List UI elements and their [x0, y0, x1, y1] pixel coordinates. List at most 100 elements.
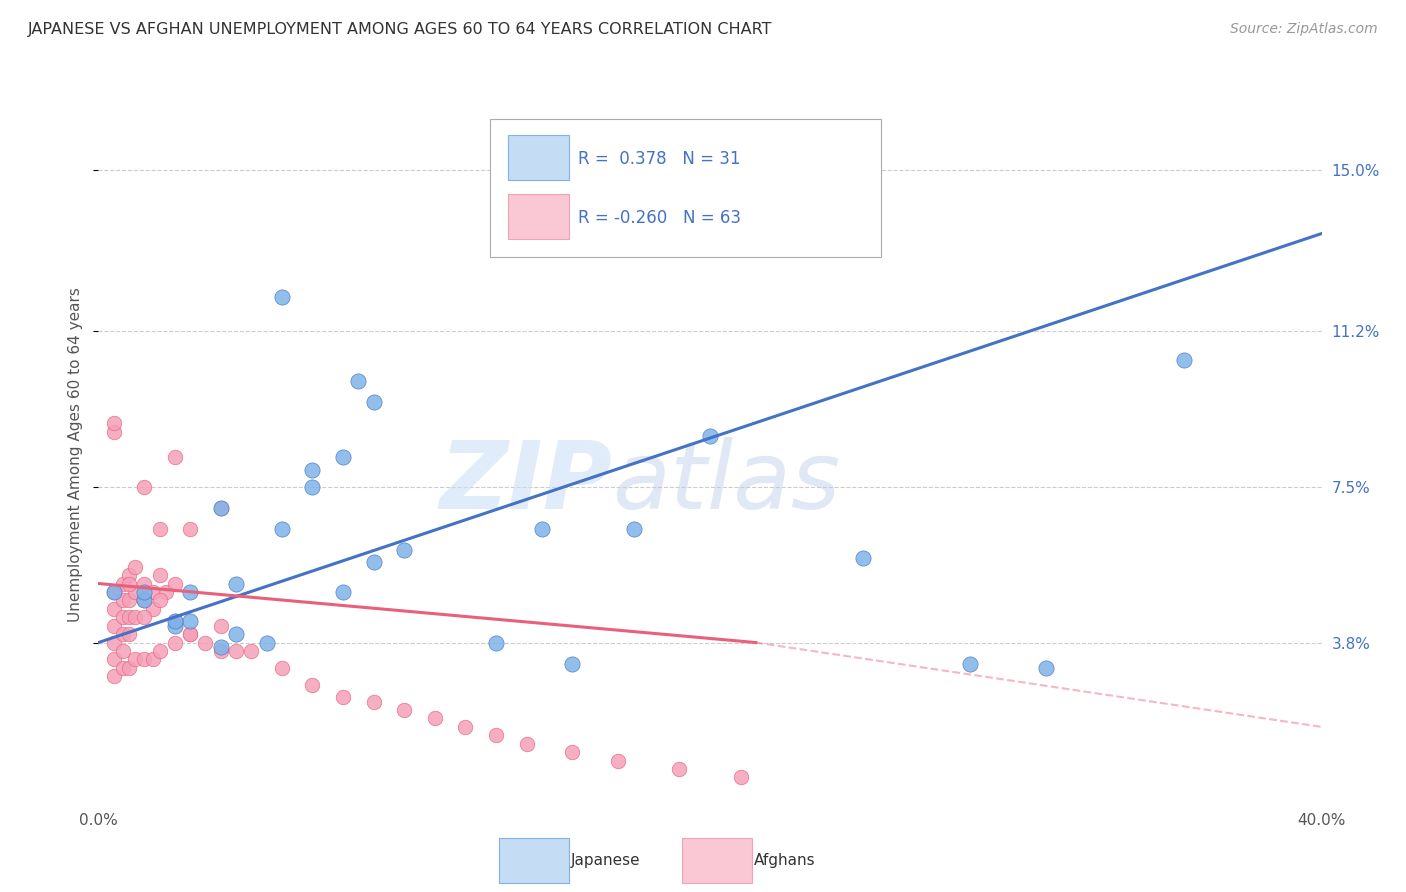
Point — [124, 559, 146, 574]
Point — [301, 678, 323, 692]
Point — [561, 657, 583, 671]
Point — [134, 479, 156, 493]
Point — [163, 450, 186, 464]
Point — [149, 522, 172, 536]
Point — [149, 593, 172, 607]
Point — [103, 652, 125, 666]
Point — [163, 618, 186, 632]
Point — [163, 615, 186, 629]
Text: Japanese: Japanese — [571, 854, 641, 868]
Point — [103, 602, 125, 616]
Text: ZIP: ZIP — [439, 437, 612, 529]
Point — [623, 522, 645, 536]
Point — [225, 644, 247, 658]
Point — [111, 644, 134, 658]
Point — [111, 627, 134, 641]
Point — [530, 522, 553, 536]
Point — [423, 711, 446, 725]
Text: JAPANESE VS AFGHAN UNEMPLOYMENT AMONG AGES 60 TO 64 YEARS CORRELATION CHART: JAPANESE VS AFGHAN UNEMPLOYMENT AMONG AG… — [28, 22, 773, 37]
Point — [363, 695, 385, 709]
Point — [332, 690, 354, 705]
Point — [179, 522, 201, 536]
Point — [103, 618, 125, 632]
Point — [103, 585, 125, 599]
Text: Afghans: Afghans — [754, 854, 815, 868]
Point — [111, 610, 134, 624]
Point — [668, 762, 690, 776]
Point — [103, 635, 125, 649]
Point — [134, 593, 156, 607]
Point — [163, 635, 186, 649]
Point — [111, 593, 134, 607]
Point — [392, 542, 416, 557]
Point — [301, 479, 323, 493]
Point — [607, 754, 630, 768]
Text: atlas: atlas — [612, 437, 841, 528]
Point — [699, 429, 721, 443]
Point — [103, 417, 125, 431]
Point — [124, 585, 146, 599]
Point — [111, 661, 134, 675]
Point — [179, 627, 201, 641]
Point — [155, 585, 177, 599]
FancyBboxPatch shape — [508, 135, 569, 180]
Point — [209, 618, 232, 632]
Point — [142, 602, 165, 616]
Point — [516, 737, 538, 751]
Point — [163, 576, 186, 591]
Point — [134, 576, 156, 591]
FancyBboxPatch shape — [508, 194, 569, 239]
Point — [142, 585, 165, 599]
Point — [103, 585, 125, 599]
Point — [485, 728, 508, 742]
Point — [134, 610, 156, 624]
Point — [454, 720, 477, 734]
Point — [118, 568, 141, 582]
Point — [392, 703, 416, 717]
Point — [363, 556, 385, 570]
Point — [209, 500, 232, 515]
Point — [142, 652, 165, 666]
Point — [270, 290, 292, 304]
Point — [485, 635, 508, 649]
Point — [209, 640, 232, 654]
Point — [561, 745, 583, 759]
Point — [118, 593, 141, 607]
Point — [118, 576, 141, 591]
Point — [149, 644, 172, 658]
Point — [209, 500, 232, 515]
Point — [179, 585, 201, 599]
Point — [209, 644, 232, 658]
Point — [1035, 661, 1057, 675]
Point — [134, 585, 156, 599]
Point — [363, 395, 385, 409]
Point — [730, 771, 752, 785]
Point — [270, 522, 292, 536]
Point — [347, 374, 370, 388]
Point — [124, 652, 146, 666]
Point — [149, 568, 172, 582]
Point — [225, 576, 247, 591]
Point — [332, 585, 354, 599]
Point — [179, 627, 201, 641]
Point — [118, 627, 141, 641]
Point — [1173, 353, 1195, 368]
Point — [163, 615, 186, 629]
Point — [124, 610, 146, 624]
Point — [103, 669, 125, 683]
Point — [103, 425, 125, 439]
Point — [134, 593, 156, 607]
Text: Source: ZipAtlas.com: Source: ZipAtlas.com — [1230, 22, 1378, 37]
Point — [118, 661, 141, 675]
Text: R =  0.378   N = 31: R = 0.378 N = 31 — [578, 150, 741, 168]
Text: R = -0.260   N = 63: R = -0.260 N = 63 — [578, 210, 741, 227]
Y-axis label: Unemployment Among Ages 60 to 64 years: Unemployment Among Ages 60 to 64 years — [67, 287, 83, 623]
FancyBboxPatch shape — [489, 119, 882, 257]
Point — [332, 450, 354, 464]
Point — [270, 661, 292, 675]
Point — [111, 576, 134, 591]
Point — [118, 610, 141, 624]
Point — [256, 635, 278, 649]
Point — [225, 627, 247, 641]
Point — [134, 652, 156, 666]
